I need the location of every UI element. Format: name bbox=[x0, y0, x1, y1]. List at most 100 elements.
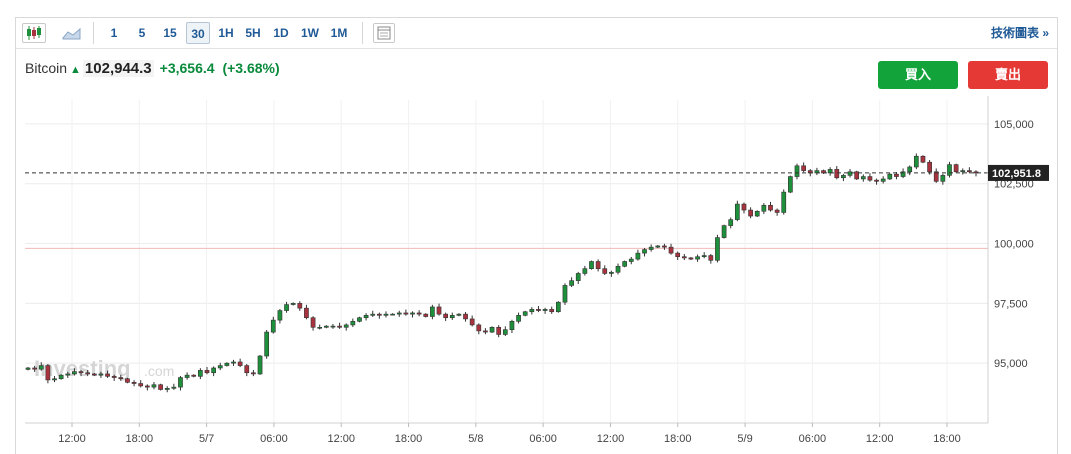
price-change-percent: (+3.68%) bbox=[222, 60, 280, 76]
candle-body bbox=[947, 164, 952, 176]
x-tick-label: 12:00 bbox=[866, 433, 894, 445]
candle-body bbox=[423, 313, 429, 317]
candles bbox=[25, 153, 979, 393]
candle-body bbox=[549, 309, 555, 313]
x-tick-label: 18:00 bbox=[933, 433, 961, 445]
candle-body bbox=[244, 365, 250, 374]
interval-1d-button[interactable]: 1D bbox=[273, 26, 289, 40]
candle-body bbox=[343, 324, 349, 328]
candle-body bbox=[748, 209, 753, 217]
interval-1w-button[interactable]: 1W bbox=[301, 26, 319, 40]
sell-button[interactable]: 賣出 bbox=[968, 61, 1048, 89]
candle-body bbox=[483, 330, 488, 333]
technical-chart-link[interactable]: 技術圖表 » bbox=[990, 26, 1049, 40]
candle-body bbox=[403, 312, 409, 315]
price-change: +3,656.4 bbox=[159, 60, 215, 76]
candle-body bbox=[768, 204, 773, 211]
interval-1h-button[interactable]: 1H bbox=[218, 26, 234, 40]
toolbar-divider bbox=[93, 22, 94, 44]
candle-body bbox=[595, 261, 601, 269]
layout-icon[interactable] bbox=[373, 23, 395, 43]
candle-body bbox=[204, 370, 210, 374]
candle-body bbox=[788, 176, 793, 193]
candle-body bbox=[536, 309, 541, 311]
candle-body bbox=[708, 255, 714, 261]
candle-body bbox=[131, 382, 137, 384]
candle-body bbox=[516, 315, 521, 322]
candle-body bbox=[171, 386, 177, 389]
candle-body bbox=[231, 361, 236, 364]
candle-body bbox=[681, 256, 687, 259]
x-tick-label: 12:00 bbox=[597, 433, 625, 445]
up-arrow-icon: ▲ bbox=[70, 64, 81, 76]
candle-body bbox=[38, 365, 44, 370]
candle-body bbox=[337, 325, 342, 328]
candle-body bbox=[615, 265, 621, 273]
candle-body bbox=[496, 326, 502, 335]
candle-body bbox=[290, 303, 296, 305]
watermark-suffix: .com bbox=[144, 363, 174, 379]
candle-body bbox=[562, 285, 568, 303]
candle-body bbox=[887, 173, 893, 180]
candle-body bbox=[151, 384, 157, 388]
candle-body bbox=[297, 303, 303, 309]
candle-body bbox=[867, 176, 873, 181]
candle-body bbox=[847, 171, 853, 176]
candle-body bbox=[45, 365, 51, 381]
candle-body bbox=[841, 175, 846, 179]
y-tick-label: 100,000 bbox=[994, 239, 1034, 251]
y-tick-label: 95,000 bbox=[994, 358, 1028, 370]
candle-body bbox=[628, 258, 634, 262]
area-chart-icon[interactable] bbox=[60, 23, 84, 43]
x-axis: 12:00 18:00 5/7 06:00 12:00 18:00 5/8 06:00 12:0… bbox=[25, 422, 988, 445]
candle-body bbox=[304, 307, 309, 319]
candle-body bbox=[907, 166, 913, 173]
candle-body bbox=[158, 384, 163, 390]
interval-1-button[interactable]: 1 bbox=[110, 26, 118, 40]
current-price-box bbox=[988, 164, 1049, 181]
candle-body bbox=[270, 319, 276, 333]
candle-body bbox=[701, 255, 707, 258]
interval-30-button[interactable]: 30 bbox=[186, 22, 210, 44]
candle-body bbox=[781, 191, 787, 213]
candle-body bbox=[920, 155, 926, 163]
toolbar-divider bbox=[362, 22, 363, 44]
candle-body bbox=[622, 261, 627, 267]
candle-body bbox=[900, 171, 906, 177]
candle-body bbox=[91, 373, 97, 376]
buy-button[interactable]: 買入 bbox=[878, 61, 958, 89]
interval-5-button[interactable]: 5 bbox=[138, 26, 146, 40]
candle-body bbox=[834, 169, 840, 179]
candle-body bbox=[105, 373, 110, 377]
candle-body bbox=[396, 312, 402, 315]
candle-body bbox=[436, 306, 442, 315]
y-axis: 95,000 97,500 100,000 102,500 105,000 bbox=[987, 96, 1034, 423]
candle-body bbox=[575, 273, 581, 281]
candle-body bbox=[330, 325, 336, 328]
candle-body bbox=[953, 164, 959, 173]
candle-body bbox=[198, 370, 203, 377]
candlestick-chart-icon[interactable] bbox=[22, 23, 46, 43]
candle-body bbox=[323, 325, 329, 328]
x-tick-label: 5/8 bbox=[468, 433, 483, 445]
candle-body bbox=[72, 371, 77, 375]
candle-body bbox=[774, 209, 780, 213]
x-tick-label: 18:00 bbox=[664, 433, 692, 445]
candle-body bbox=[522, 311, 528, 316]
candle-body bbox=[874, 179, 879, 182]
candle-body bbox=[164, 388, 170, 390]
candle-body bbox=[251, 372, 256, 375]
candle-body bbox=[688, 257, 694, 260]
candle-body bbox=[854, 171, 860, 180]
interval-15-button[interactable]: 15 bbox=[163, 26, 177, 40]
candle-body bbox=[728, 219, 734, 226]
interval-1m-button[interactable]: 1M bbox=[330, 26, 348, 40]
interval-5h-button[interactable]: 5H bbox=[245, 26, 261, 40]
candle-body bbox=[377, 313, 382, 316]
candle-body bbox=[52, 378, 57, 381]
candle-body bbox=[648, 246, 654, 250]
candle-body bbox=[721, 225, 727, 238]
candle-body bbox=[502, 329, 508, 335]
x-tick-label: 18:00 bbox=[126, 433, 154, 445]
current-price-label: 102,951.8 bbox=[992, 168, 1041, 180]
